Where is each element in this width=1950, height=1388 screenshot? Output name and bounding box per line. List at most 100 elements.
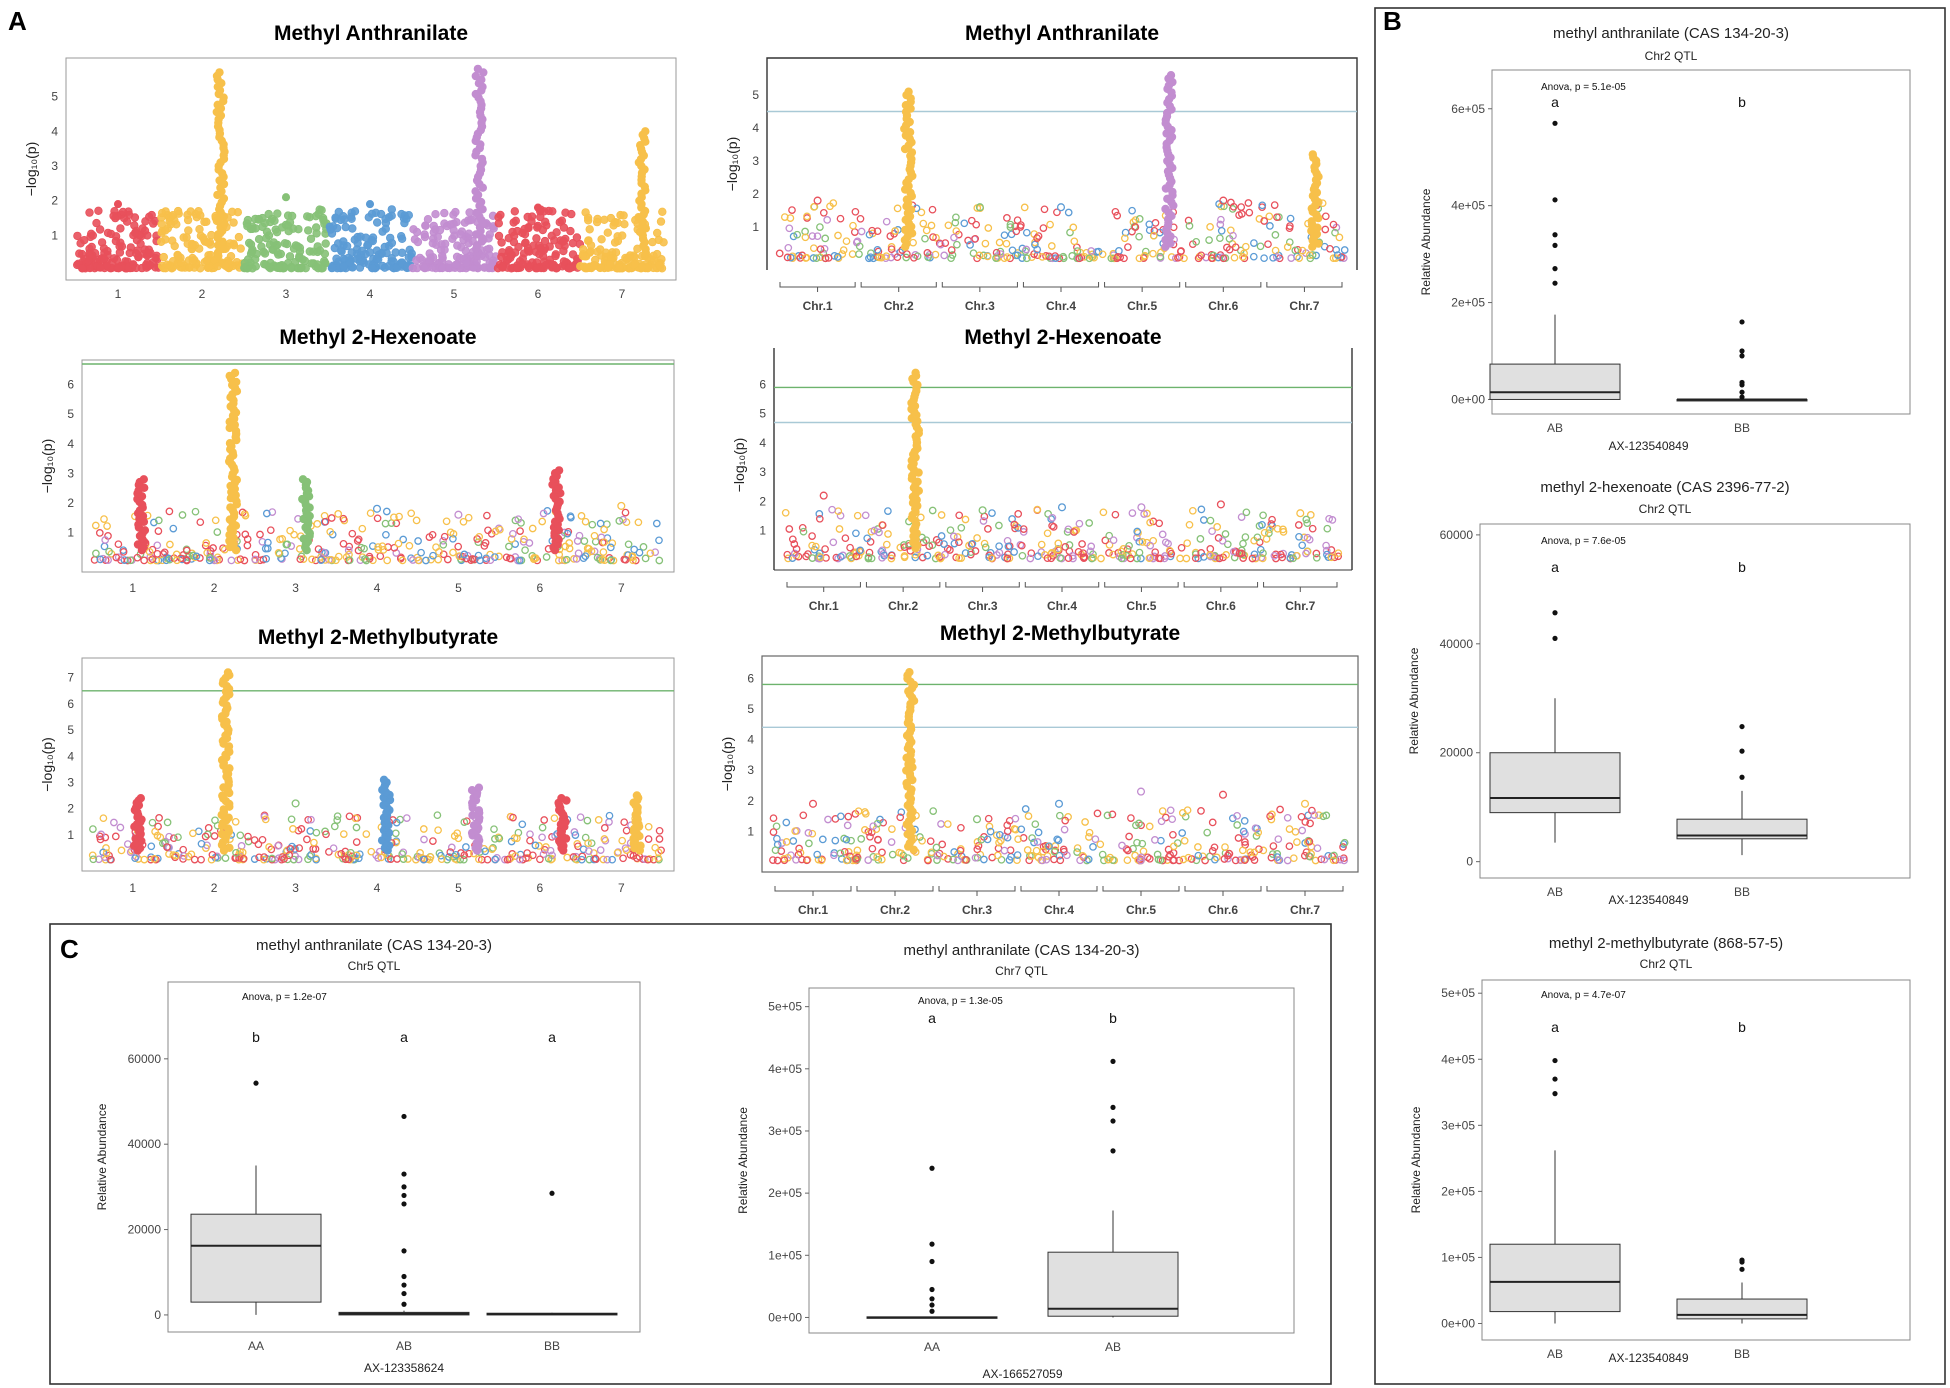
y-tick-label: 1 (759, 524, 766, 538)
data-point (361, 233, 371, 242)
data-point (118, 207, 128, 217)
x-axis-label: AX-123540849 (1608, 893, 1688, 907)
x-tick-label: AB (396, 1339, 412, 1353)
y-axis-label: Relative Abundance (95, 1103, 109, 1210)
data-point (114, 264, 123, 273)
data-point (601, 248, 611, 257)
outlier-point (929, 1286, 935, 1293)
y-tick-label: 2e+05 (1441, 1184, 1475, 1198)
x-tick-label: 3 (292, 881, 299, 895)
data-point (789, 232, 798, 241)
data-point (596, 263, 605, 272)
manhattan-plot-a1: Methyl Anthranilate −log₁₀(p) 1 2 3 4 5 1 2 3 4 5 6 7 (23, 22, 677, 301)
data-point (309, 247, 318, 256)
outlier-point (1552, 1091, 1558, 1097)
data-point (947, 246, 956, 254)
outlier-point (1739, 1257, 1745, 1263)
data-point (882, 252, 891, 261)
y-axis-label: Relative Abundance (1419, 188, 1433, 295)
data-point (103, 246, 112, 256)
y-tick-label: 1e+05 (1441, 1250, 1475, 1264)
data-point (320, 256, 329, 266)
data-point (865, 254, 873, 263)
data-point (785, 224, 794, 233)
data-point (1042, 252, 1050, 260)
data-point (1038, 253, 1047, 261)
data-point (130, 213, 140, 222)
data-point (532, 234, 541, 243)
y-tick-label: 5 (67, 407, 74, 421)
top-point (813, 196, 822, 205)
x-tick-label: BB (1734, 1347, 1750, 1361)
data-point (161, 235, 170, 244)
x-tick-label: Chr.5 (1126, 599, 1156, 613)
data-point (195, 264, 205, 273)
outlier-point (929, 1165, 935, 1171)
outlier-point (1739, 723, 1745, 730)
data-point (559, 246, 568, 256)
y-tick-label: 5 (747, 702, 754, 716)
data-point (944, 221, 953, 230)
data-point (368, 236, 377, 246)
data-point (812, 254, 821, 263)
data-point (992, 254, 1000, 262)
data-point (615, 263, 624, 272)
peak-point (1308, 150, 1317, 159)
outlier-point (253, 1080, 259, 1086)
box (1489, 363, 1621, 400)
data-point (834, 231, 842, 240)
data-point (1073, 254, 1081, 263)
top-point (1056, 203, 1066, 212)
data-point (953, 240, 961, 249)
chromosome-bracket (1022, 282, 1100, 292)
data-point (533, 223, 542, 232)
data-point (966, 241, 974, 249)
y-tick-label: 3 (747, 763, 754, 777)
data-point (183, 215, 193, 225)
data-point (793, 230, 802, 239)
y-tick-label: 5 (752, 88, 759, 102)
chromosome-4-points (325, 200, 416, 273)
data-point (655, 261, 664, 270)
data-point (910, 253, 918, 262)
data-point (285, 252, 295, 261)
y-tick-label: 1 (747, 824, 754, 838)
data-point (952, 213, 960, 222)
data-point (540, 236, 550, 246)
data-point (630, 259, 640, 268)
data-point (803, 212, 811, 221)
data-point (536, 243, 545, 253)
data-point (801, 254, 810, 262)
outlier-point (1552, 280, 1558, 286)
data-point (294, 224, 303, 234)
data-point (855, 242, 864, 251)
data-point (1022, 254, 1031, 263)
y-tick-label: 1e+05 (768, 1248, 802, 1262)
data-point (273, 209, 282, 218)
data-point (412, 227, 422, 237)
data-point (1033, 234, 1041, 242)
data-point (1003, 214, 1011, 222)
peak-point (298, 475, 308, 484)
x-tick-label: 1 (115, 287, 122, 301)
anova-label: Anova, p = 1.3e-05 (918, 996, 1003, 1007)
data-point (321, 239, 330, 248)
data-point (161, 226, 170, 235)
data-point (1034, 232, 1043, 240)
outlier-point (1739, 353, 1745, 359)
data-point (903, 250, 911, 258)
data-point (637, 262, 647, 272)
outlier-point (401, 1248, 407, 1254)
data-point (274, 263, 284, 272)
peak-point (230, 368, 240, 378)
data-point (397, 258, 406, 267)
data-point (307, 259, 316, 268)
outlier-point (401, 1282, 407, 1288)
data-point (297, 263, 306, 272)
plot-frame (766, 57, 1358, 270)
y-tick-label: 6 (67, 378, 74, 392)
top-point (281, 193, 291, 202)
data-point (203, 238, 213, 247)
data-point (1051, 252, 1059, 260)
data-point (453, 241, 462, 250)
